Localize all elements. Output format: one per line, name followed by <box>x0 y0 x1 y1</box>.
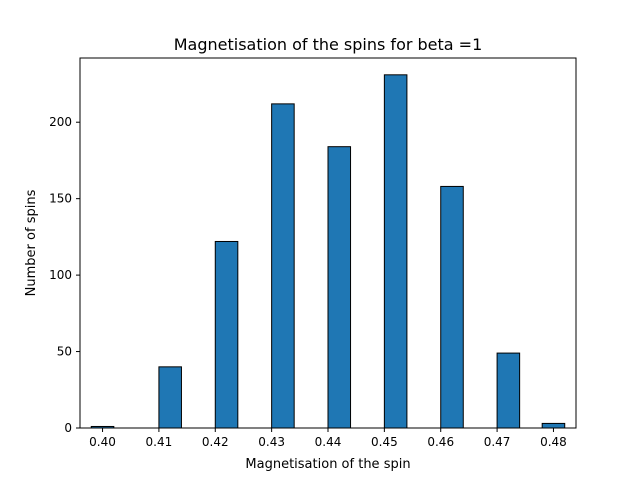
x-tick-label: 0.41 <box>146 435 173 449</box>
y-tick-label: 0 <box>64 421 72 435</box>
histogram-bar-1 <box>158 366 182 429</box>
histogram-bar-2 <box>214 240 239 429</box>
histogram-bar-3 <box>271 103 295 429</box>
y-axis-label: Number of spins <box>24 189 39 296</box>
x-tick-label: 0.45 <box>371 435 398 449</box>
x-tick-label: 0.44 <box>315 435 342 449</box>
ticks-layer: 0.40 0.41 0.42 0.43 0.44 0.45 0.46 0.47 0.48 0 50 1… <box>49 115 567 449</box>
histogram-bar-7 <box>496 352 521 429</box>
bars-layer <box>90 74 566 429</box>
y-tick-label: 200 <box>49 115 72 129</box>
chart-title: Magnetisation of the spins for beta =1 <box>174 35 483 54</box>
x-tick-label: 0.42 <box>202 435 229 449</box>
histogram-bar-5 <box>383 74 408 429</box>
y-tick-label: 150 <box>49 192 72 206</box>
x-tick-label: 0.48 <box>540 435 567 449</box>
x-tick-label: 0.40 <box>89 435 116 449</box>
y-tick-label: 100 <box>49 268 72 282</box>
histogram-bar-8 <box>541 422 566 429</box>
x-axis-label: Magnetisation of the spin <box>245 457 410 472</box>
histogram-bar-6 <box>440 185 464 429</box>
x-tick-label: 0.46 <box>427 435 454 449</box>
x-tick-label: 0.43 <box>258 435 285 449</box>
y-tick-label: 50 <box>57 345 72 359</box>
histogram-bar-4 <box>327 146 352 429</box>
plot-frame <box>79 57 577 429</box>
x-tick-label: 0.47 <box>484 435 511 449</box>
